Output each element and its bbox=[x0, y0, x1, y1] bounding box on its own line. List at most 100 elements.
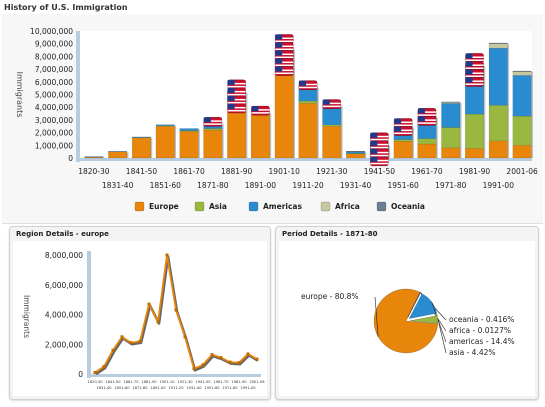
flag-stripe bbox=[394, 124, 413, 127]
bar-1851-60 bbox=[155, 124, 177, 159]
bar-segment-europe bbox=[488, 140, 508, 159]
bar-segment-europe bbox=[298, 103, 318, 159]
bar-segment-africa bbox=[512, 71, 532, 76]
x-tick-label: 1871-80 bbox=[132, 386, 148, 390]
x-tick-label: 1921-30 bbox=[177, 380, 193, 384]
bar-segment-americas bbox=[488, 47, 508, 106]
bar-segment-asia bbox=[393, 139, 413, 142]
bar-segment-oceania bbox=[441, 101, 461, 103]
bar-shadow bbox=[222, 124, 224, 158]
flag-stripe bbox=[370, 146, 389, 149]
pie-label: americas - 14.4% bbox=[449, 337, 515, 346]
flag-stripe bbox=[370, 154, 389, 157]
flag-stripe bbox=[275, 48, 294, 51]
x-tick-label: 1931-40 bbox=[340, 181, 372, 190]
flag-stripe bbox=[370, 151, 389, 154]
flag-canton bbox=[394, 126, 402, 132]
x-tick-label: 1831-40 bbox=[102, 181, 134, 190]
bar-segment-asia bbox=[203, 128, 223, 131]
bar-shadow bbox=[460, 102, 462, 158]
data-point bbox=[102, 365, 106, 369]
data-point bbox=[210, 353, 214, 357]
flag-canton bbox=[227, 103, 235, 109]
bar-segment-europe bbox=[322, 126, 342, 159]
bar-1971-80 bbox=[441, 101, 462, 159]
y-axis-label: Immigrants bbox=[22, 295, 31, 338]
x-tick-label: 1851-60 bbox=[150, 181, 182, 190]
period-details-title: Period Details - 1871-80 bbox=[282, 230, 378, 238]
bar-segment-americas bbox=[131, 136, 151, 138]
bar-shadow bbox=[531, 71, 533, 158]
flag-canton bbox=[275, 50, 283, 56]
legend-item-europe: Europe bbox=[134, 201, 179, 212]
x-tick-label: 1921-30 bbox=[316, 167, 348, 176]
flag-stripe bbox=[465, 75, 484, 77]
flag-canton bbox=[227, 95, 235, 101]
x-tick-label: 1991-00 bbox=[483, 181, 515, 190]
bar-shadow bbox=[341, 106, 343, 158]
flag-canton bbox=[417, 108, 425, 114]
flag-canton bbox=[203, 117, 211, 123]
data-point bbox=[120, 335, 124, 339]
bar-2001-06 bbox=[512, 70, 533, 159]
flag-stripe bbox=[227, 109, 246, 112]
bar-1820-30 bbox=[84, 156, 105, 159]
x-tick-label: 1891-00 bbox=[245, 181, 277, 190]
bar-1871-80 bbox=[203, 123, 224, 159]
flag-canton bbox=[465, 77, 473, 83]
bar-1921-30 bbox=[322, 105, 343, 159]
data-point bbox=[255, 357, 259, 361]
flag-icon bbox=[465, 61, 484, 71]
flag-canton bbox=[275, 58, 283, 64]
data-point bbox=[174, 308, 178, 312]
page-title: History of U.S. Immigration bbox=[4, 3, 128, 12]
x-axis-bar bbox=[87, 374, 261, 377]
flag-icon bbox=[465, 77, 484, 87]
bar-1891-00 bbox=[250, 111, 272, 159]
data-point bbox=[138, 339, 142, 343]
x-tick-label: 1941-50 bbox=[195, 380, 211, 384]
bar-shadow bbox=[436, 117, 438, 158]
legend-item-americas: Americas bbox=[248, 201, 302, 212]
bar-1991-00 bbox=[488, 42, 510, 159]
y-axis-bar bbox=[76, 31, 80, 162]
y-tick-label: 2,000,000 bbox=[35, 129, 73, 138]
flag-stripe bbox=[370, 159, 389, 162]
y-tick-label: 8,000,000 bbox=[35, 52, 73, 61]
flag-stripe bbox=[370, 143, 389, 146]
flag-icon bbox=[251, 105, 270, 116]
bar-shadow bbox=[198, 129, 200, 158]
legend-item-asia: Asia bbox=[194, 201, 227, 212]
x-tick-label: 1971-80 bbox=[222, 386, 238, 390]
x-tick-label: 1931-40 bbox=[186, 386, 202, 390]
y-axis-bar bbox=[87, 251, 91, 378]
flag-stripe bbox=[417, 111, 436, 113]
flag-canton bbox=[275, 66, 283, 72]
legend-label: Africa bbox=[335, 202, 360, 211]
flag-stripe bbox=[203, 123, 222, 125]
flag-stripe bbox=[203, 120, 222, 122]
flag-stripe bbox=[465, 56, 484, 58]
flag-stripe bbox=[417, 119, 436, 121]
bar-segment-europe bbox=[465, 148, 485, 159]
flag-stripe bbox=[275, 53, 294, 56]
flag-icon bbox=[274, 58, 294, 68]
flag-stripe bbox=[394, 132, 413, 135]
flag-stripe bbox=[394, 121, 413, 124]
x-tick-label: 1911-20 bbox=[168, 386, 184, 390]
x-tick-label: 1861-70 bbox=[123, 380, 139, 384]
y-tick-label: 0 bbox=[78, 370, 83, 379]
flag-stripe bbox=[275, 40, 294, 43]
data-point bbox=[147, 302, 151, 306]
y-tick-label: 0 bbox=[68, 154, 73, 163]
y-tick-label: 2,000,000 bbox=[45, 340, 83, 349]
bar-segment-americas bbox=[441, 103, 461, 128]
bar-segment-europe bbox=[155, 126, 175, 159]
legend-item-africa: Africa bbox=[320, 201, 360, 212]
bar-segment-europe bbox=[250, 113, 270, 159]
flag-canton bbox=[227, 87, 235, 93]
x-tick-label: 1951-60 bbox=[204, 386, 220, 390]
y-tick-label: 1,000,000 bbox=[35, 141, 73, 150]
bar-shadow bbox=[150, 137, 153, 158]
europe-line bbox=[94, 254, 258, 374]
